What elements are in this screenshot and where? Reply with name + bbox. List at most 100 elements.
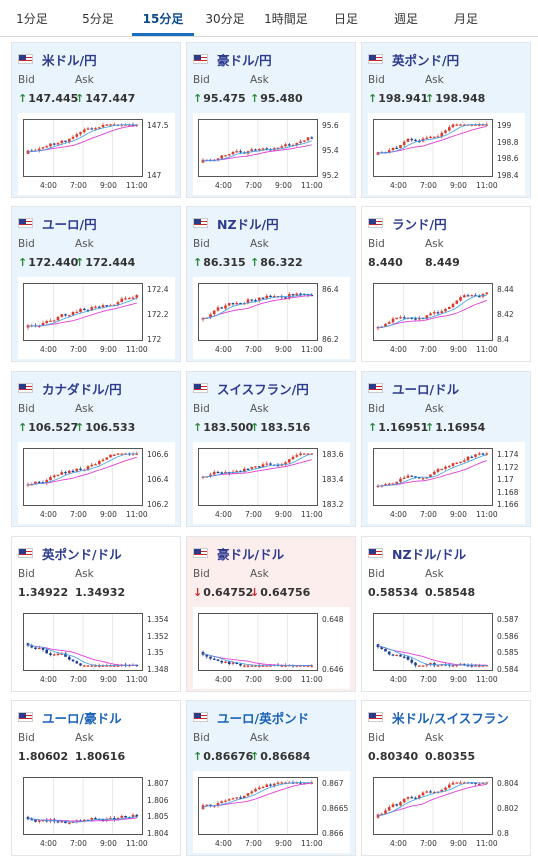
candlestick-svg xyxy=(26,449,139,505)
moving-average-long xyxy=(377,783,487,817)
x-tick-label: 9:00 xyxy=(450,839,467,848)
candle-body xyxy=(246,665,250,667)
pair-name: ユーロ/豪ドル xyxy=(42,710,122,726)
chart-plot-area xyxy=(373,448,493,506)
currency-card[interactable]: 豪ドル/ドル Bid Ask ↓0.64752 ↓0.64756 0.648 0.646 4:… xyxy=(186,536,356,692)
mini-chart[interactable]: 199 198.8 198.6 198.4 4:00 7:00 9:00 11:00 xyxy=(368,113,525,195)
ask-label: Ask xyxy=(75,568,94,580)
arrow-up-icon: ↑ xyxy=(75,92,85,105)
chart-plot-area xyxy=(23,119,143,177)
x-tick-label: 4:00 xyxy=(390,510,407,519)
currency-card[interactable]: 英ポンド/ドル Bid Ask 1.34922 1.34932 1.354 1.352 1.3… xyxy=(11,536,181,692)
y-tick-label: 0.8 xyxy=(497,829,509,838)
tab-1min[interactable]: 1分足 xyxy=(16,12,48,26)
candle-body xyxy=(34,647,37,649)
pair-title[interactable]: NZドル/ドル xyxy=(368,546,466,562)
mini-chart[interactable]: 0.587 0.586 0.585 0.584 4:00 7:00 9:00 11:00 xyxy=(368,607,525,689)
pair-title[interactable]: カナダドル/円 xyxy=(18,381,122,397)
y-tick-label: 0.804 xyxy=(497,779,519,788)
pair-title[interactable]: ランド/円 xyxy=(368,216,447,232)
currency-card[interactable]: 米ドル/円 Bid Ask ↑147.445 ↑147.447 147.5 147 4:00 7… xyxy=(11,42,181,198)
mini-chart[interactable]: 86.4 86.2 4:00 7:00 9:00 11:00 xyxy=(193,277,350,359)
ask-label: Ask xyxy=(425,568,444,580)
y-tick-label: 1.805 xyxy=(147,812,169,821)
candle-body xyxy=(433,792,436,794)
mini-chart[interactable]: 0.648 0.646 4:00 7:00 9:00 11:00 xyxy=(193,607,350,689)
currency-card[interactable]: 英ポンド/円 Bid Ask ↑198.941 ↑198.948 199 198.8 198.… xyxy=(361,42,531,198)
mini-chart[interactable]: 0.867 0.8665 0.866 4:00 7:00 9:00 11:00 xyxy=(193,771,350,853)
candle-body xyxy=(246,793,250,796)
mini-chart[interactable]: 106.6 106.4 106.2 4:00 7:00 9:00 11:00 xyxy=(18,442,175,524)
flag-eugb-icon xyxy=(193,712,208,722)
currency-card[interactable]: ランド/円 Bid Ask 8.440 8.449 8.44 8.42 8.4 4:00 7:00… xyxy=(361,206,531,362)
candle-body xyxy=(254,466,257,468)
pair-title[interactable]: 英ポンド/円 xyxy=(368,52,459,68)
candlestick-svg xyxy=(376,449,489,505)
moving-average-short xyxy=(202,140,312,162)
pair-title[interactable]: ユーロ/ドル xyxy=(368,381,460,397)
candlestick-svg xyxy=(201,284,314,340)
candle-body xyxy=(414,476,417,478)
currency-card[interactable]: スイスフラン/円 Bid Ask ↑183.500 ↑183.516 183.6 183.4… xyxy=(186,371,356,527)
pair-title[interactable]: 米ドル/円 xyxy=(18,52,97,68)
mini-chart[interactable]: 183.6 183.4 183.2 4:00 7:00 9:00 11:00 xyxy=(193,442,350,524)
mini-chart[interactable]: 0.804 0.802 0.8 4:00 7:00 9:00 11:00 xyxy=(368,771,525,853)
currency-card[interactable]: ユーロ/ドル Bid Ask ↑1.16951 ↑1.16954 1.174 1.172 1.… xyxy=(361,371,531,527)
ask-value: 0.80355 xyxy=(425,750,476,763)
pair-title[interactable]: ユーロ/円 xyxy=(18,216,97,232)
mini-chart[interactable]: 1.354 1.352 1.35 1.348 4:00 7:00 9:00 11:00 xyxy=(18,607,175,689)
candle-body xyxy=(387,322,391,324)
pair-title[interactable]: 豪ドル/円 xyxy=(193,52,272,68)
x-tick-label: 7:00 xyxy=(70,181,87,190)
candle-body xyxy=(246,468,250,470)
tab-30min[interactable]: 30分足 xyxy=(205,12,245,26)
candle-body xyxy=(209,656,212,659)
currency-card[interactable]: ユーロ/英ポンド Bid Ask ↑0.86676 ↑0.86684 0.867 0.866… xyxy=(186,700,356,856)
currency-card[interactable]: NZドル/円 Bid Ask ↑86.315 ↑86.322 86.4 86.2 4:00 7:… xyxy=(186,206,356,362)
pair-title[interactable]: 豪ドル/ドル xyxy=(193,546,284,562)
mini-chart[interactable]: 1.174 1.172 1.17 1.168 1.166 4:00 7:00 9:00 11:0… xyxy=(368,442,525,524)
candle-body xyxy=(56,316,60,321)
x-tick-label: 4:00 xyxy=(215,675,232,684)
mini-chart[interactable]: 8.44 8.42 8.4 4:00 7:00 9:00 11:00 xyxy=(368,277,525,359)
mini-chart[interactable]: 147.5 147 4:00 7:00 9:00 11:00 xyxy=(18,113,175,195)
tab-weekly[interactable]: 週足 xyxy=(393,12,418,26)
candle-body xyxy=(235,303,239,305)
pair-name: ランド/円 xyxy=(392,216,447,232)
candle-body xyxy=(276,782,280,784)
currency-card[interactable]: カナダドル/円 Bid Ask ↑106.527 ↑106.533 106.6 106.4 1… xyxy=(11,371,181,527)
pair-title[interactable]: NZドル/円 xyxy=(193,216,279,232)
tab-5min[interactable]: 5分足 xyxy=(82,12,114,26)
pair-title[interactable]: 米ドル/スイスフラン xyxy=(368,710,509,726)
candle-body xyxy=(444,466,447,469)
candle-body xyxy=(71,659,75,662)
mini-chart[interactable]: 1.807 1.806 1.805 1.804 4:00 7:00 9:00 11:00 xyxy=(18,771,175,853)
pair-title[interactable]: スイスフラン/円 xyxy=(193,381,309,397)
x-tick-label: 9:00 xyxy=(275,345,292,354)
candle-body xyxy=(212,658,216,660)
x-tick-label: 7:00 xyxy=(70,675,87,684)
tab-15min[interactable]: 15分足 xyxy=(132,0,194,36)
candle-body xyxy=(75,134,79,137)
candle-body xyxy=(231,152,235,155)
pair-title[interactable]: ユーロ/英ポンド xyxy=(193,710,309,726)
currency-card[interactable]: ユーロ/円 Bid Ask ↑172.440 ↑172.444 172.4 172.2 172… xyxy=(11,206,181,362)
tab-daily[interactable]: 日足 xyxy=(333,12,358,26)
tab-monthly[interactable]: 月足 xyxy=(453,12,478,26)
currency-card[interactable]: NZドル/ドル Bid Ask 0.58534 0.58548 0.587 0.586 0.5… xyxy=(361,536,531,692)
pair-name: ユーロ/ドル xyxy=(392,381,460,397)
candle-body xyxy=(280,146,284,148)
currency-card[interactable]: 米ドル/スイスフラン Bid Ask 0.80340 0.80355 0.804 0.802… xyxy=(361,700,531,856)
moving-average-short xyxy=(377,124,487,154)
flag-nzjp-icon xyxy=(193,218,208,228)
currency-card[interactable]: ユーロ/豪ドル Bid Ask 1.80602 1.80616 1.807 1.806 1.8… xyxy=(11,700,181,856)
ask-label: Ask xyxy=(75,74,94,86)
mini-chart[interactable]: 172.4 172.2 172 4:00 7:00 9:00 11:00 xyxy=(18,277,175,359)
pair-title[interactable]: ユーロ/豪ドル xyxy=(18,710,122,726)
y-tick-label: 1.354 xyxy=(147,615,169,624)
pair-title[interactable]: 英ポンド/ドル xyxy=(18,546,122,562)
tab-1hour[interactable]: 1時間足 xyxy=(264,12,308,26)
candle-body xyxy=(239,797,242,799)
currency-card[interactable]: 豪ドル/円 Bid Ask ↑95.475 ↑95.480 95.6 95.4 95.2 4:0… xyxy=(186,42,356,198)
mini-chart[interactable]: 95.6 95.4 95.2 4:00 7:00 9:00 11:00 xyxy=(193,113,350,195)
